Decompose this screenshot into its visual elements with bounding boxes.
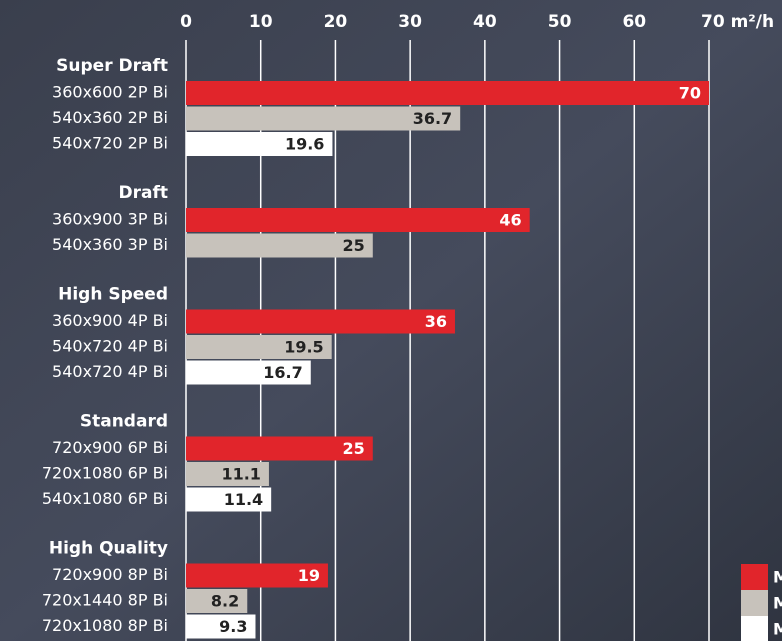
value-label: 8.2 [211, 592, 239, 611]
chart: 0 10 20 30 40 50 60 70 m²/h Super Draft 360x600 2… [0, 0, 782, 641]
row-label: 720x1080 8P Bi [42, 616, 168, 635]
row-label: 360x600 2P Bi [52, 83, 168, 102]
value-label: 11.4 [224, 490, 263, 509]
x-tick-label: 70 m²/h [701, 12, 774, 32]
group-heading: High Speed [58, 285, 168, 305]
value-label: 25 [343, 236, 365, 255]
group-heading: Draft [119, 183, 169, 203]
legend-label: M [773, 620, 782, 639]
page: 0 10 20 30 40 50 60 70 m²/h Super Draft 360x600 2… [0, 0, 782, 641]
bar [186, 81, 709, 105]
bar [186, 310, 455, 334]
x-tick-label: 50 [548, 12, 572, 32]
x-tick-label: 0 [180, 12, 192, 32]
value-label: 36.7 [413, 109, 452, 128]
value-label: 36 [425, 312, 447, 331]
value-label: 11.1 [221, 465, 260, 484]
x-tick-label: 20 [324, 12, 348, 32]
value-label: 25 [343, 439, 365, 458]
row-label: 720x1440 8P Bi [42, 591, 168, 610]
row-label: 360x900 4P Bi [52, 311, 168, 330]
value-label: 9.3 [219, 617, 247, 636]
group-heading: Standard [80, 412, 168, 432]
row-label: 540x720 4P Bi [52, 337, 168, 356]
row-label: 540x360 2P Bi [52, 108, 168, 127]
value-label: 46 [499, 211, 521, 230]
legend-swatch [741, 616, 768, 641]
x-tick-label: 10 [249, 12, 273, 32]
row-label: 720x900 8P Bi [52, 565, 168, 584]
row-label: 540x1080 6P Bi [42, 489, 168, 508]
group-heading: Super Draft [56, 56, 168, 76]
group-heading: High Quality [49, 539, 168, 559]
value-label: 19 [298, 566, 320, 585]
row-label: 540x720 4P Bi [52, 362, 168, 381]
row-label: 540x720 2P Bi [52, 134, 168, 153]
value-label: 16.7 [263, 363, 302, 382]
row-label: 540x360 3P Bi [52, 235, 168, 254]
x-tick-label: 40 [473, 12, 497, 32]
legend-label: M [773, 568, 782, 587]
value-label: 70 [679, 84, 701, 103]
row-label: 720x1080 6P Bi [42, 464, 168, 483]
value-label: 19.5 [284, 338, 323, 357]
value-label: 19.6 [285, 135, 324, 154]
legend-swatch [741, 564, 768, 590]
row-label: 720x900 6P Bi [52, 438, 168, 457]
legend-swatch [741, 590, 768, 616]
row-label: 360x900 3P Bi [52, 210, 168, 229]
legend-label: M [773, 594, 782, 613]
x-tick-label: 60 [622, 12, 646, 32]
x-tick-label: 30 [398, 12, 422, 32]
bar [186, 208, 530, 232]
